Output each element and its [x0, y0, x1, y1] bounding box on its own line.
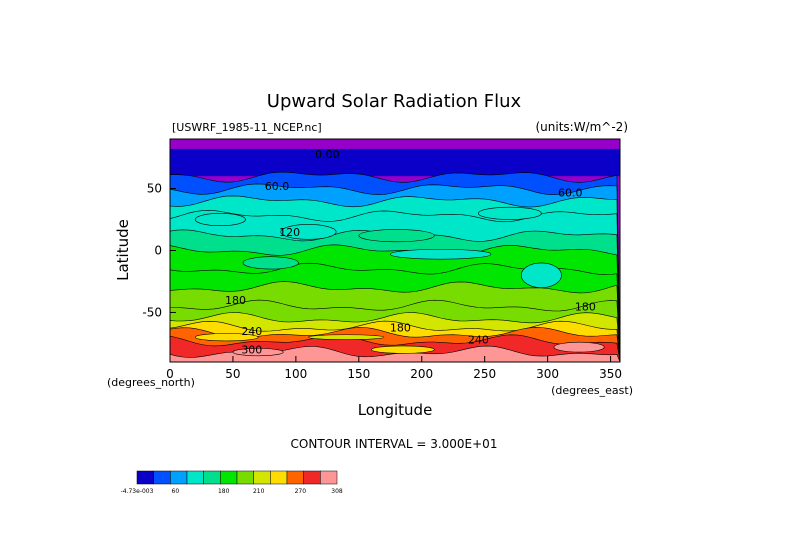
contour-label: 120: [279, 226, 300, 239]
contour-label: 240: [241, 325, 262, 338]
file-label: [USWRF_1985-11_NCEP.nc]: [172, 121, 322, 134]
colorbar-swatch: [286, 470, 304, 485]
colorbar-swatch: [186, 470, 204, 485]
colorbar-tick-label: -4.73e-003: [121, 488, 154, 495]
colorbar-swatch: [253, 470, 271, 485]
contour-field: [170, 139, 620, 362]
contour-label: 180: [225, 294, 246, 307]
chart-title: Upward Solar Radiation Flux: [267, 91, 522, 112]
colorbar-swatch: [320, 470, 338, 485]
x-tick-label: 150: [347, 367, 370, 381]
x-axis-ticks: 0 50 100 150 200 250 300 350: [166, 356, 622, 381]
colorbar-tick-label: 270: [295, 488, 307, 495]
colorbar: -4.73e-003 60 180 210 270 308: [121, 470, 343, 495]
contour-label: 300: [241, 344, 262, 357]
contour-label: 180: [575, 300, 596, 313]
x-tick-label: 350: [599, 367, 622, 381]
contour-label: 60.0: [265, 180, 290, 193]
colorbar-swatch: [220, 470, 238, 485]
contour-label: 240: [468, 334, 489, 347]
contour-label: 0.00: [315, 148, 340, 161]
y-tick-label: -50: [142, 305, 162, 319]
x-tick-label: 300: [536, 367, 559, 381]
contour-label: 60.0: [558, 186, 583, 199]
x-tick-label: 200: [410, 367, 433, 381]
colorbar-swatch: [153, 470, 171, 485]
colorbar-tick-label: 60: [172, 488, 180, 495]
x-axis-label: Longitude: [358, 401, 433, 419]
units-label: (units:W/m^-2): [535, 120, 628, 134]
y-tick-label: 50: [147, 182, 162, 196]
colorbar-tick-label: 308: [331, 488, 343, 495]
colorbar-tick-label: 180: [218, 488, 230, 495]
x-tick-label: 50: [225, 367, 240, 381]
contour-interval: CONTOUR INTERVAL = 3.000E+01: [291, 437, 498, 451]
x-unit-label: (degrees_east): [551, 384, 633, 397]
y-axis-label: Latitude: [114, 219, 132, 281]
colorbar-swatch: [236, 470, 254, 485]
x-tick-label: 100: [284, 367, 307, 381]
y-axis-ticks: 50 0 -50: [142, 182, 176, 319]
colorbar-swatch: [170, 470, 188, 485]
colorbar-swatch: [136, 470, 154, 485]
y-unit-label: (degrees_north): [107, 376, 195, 389]
x-tick-label: 250: [473, 367, 496, 381]
contour-labels: 0.00 60.0 60.0 120 180 180 180 240 240 300: [225, 148, 596, 357]
x-tick-label: 0: [166, 367, 174, 381]
colorbar-swatch: [303, 470, 321, 485]
contour-label: 180: [390, 321, 411, 334]
colorbar-swatch: [203, 470, 221, 485]
colorbar-tick-label: 210: [253, 488, 265, 495]
y-tick-label: 0: [154, 244, 162, 258]
colorbar-swatch: [270, 470, 288, 485]
